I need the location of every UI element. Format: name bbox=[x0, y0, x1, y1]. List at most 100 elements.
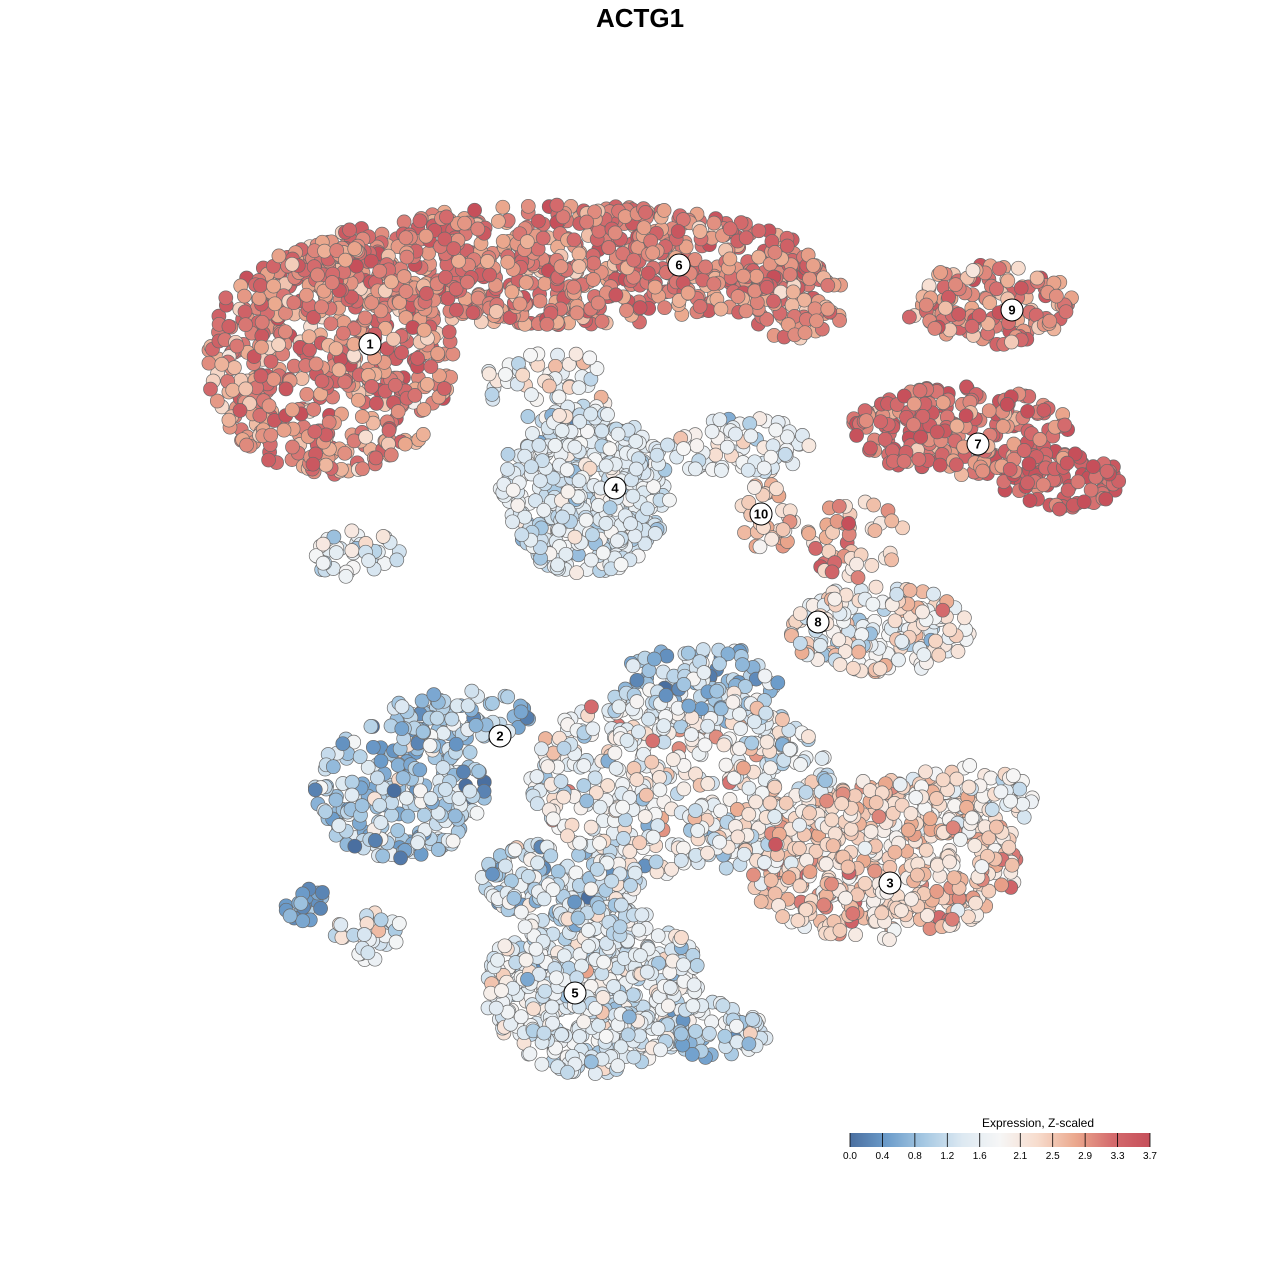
cell-point bbox=[305, 456, 321, 472]
cell-point bbox=[512, 296, 528, 312]
cell-point bbox=[845, 660, 861, 676]
cell-point bbox=[781, 722, 797, 738]
cell-point bbox=[534, 1056, 550, 1072]
cell-point bbox=[357, 310, 373, 326]
cell-point bbox=[465, 305, 481, 320]
cell-point bbox=[436, 381, 452, 396]
cell-point bbox=[689, 958, 705, 973]
cell-point bbox=[505, 482, 521, 498]
cell-point bbox=[586, 255, 602, 271]
cell-point bbox=[544, 999, 560, 1015]
cell-point bbox=[805, 258, 821, 273]
cell-point bbox=[738, 230, 754, 246]
cell-point bbox=[802, 271, 817, 287]
cell-point bbox=[645, 245, 661, 261]
cell-point bbox=[1057, 417, 1073, 433]
cell-point bbox=[767, 809, 783, 824]
cell-point bbox=[315, 885, 330, 900]
cell-point bbox=[214, 356, 230, 372]
cell-point bbox=[457, 215, 472, 231]
cell-point bbox=[364, 295, 379, 310]
legend-tick-label: 0.0 bbox=[843, 1151, 857, 1162]
cell-point bbox=[571, 473, 587, 489]
cell-point bbox=[884, 552, 899, 568]
cell-point bbox=[373, 303, 389, 319]
cell-point bbox=[325, 759, 341, 775]
cell-point bbox=[415, 427, 431, 442]
cluster-label-badge bbox=[1000, 298, 1024, 322]
cell-point bbox=[631, 922, 647, 938]
cell-point bbox=[915, 604, 930, 620]
cell-point bbox=[364, 379, 379, 394]
cell-point bbox=[931, 647, 947, 663]
cell-point bbox=[484, 387, 500, 402]
cluster-label-7: 7 bbox=[966, 432, 990, 456]
cell-point bbox=[570, 910, 586, 926]
cell-point bbox=[566, 279, 581, 295]
cell-point bbox=[485, 866, 500, 882]
cluster-label-badge bbox=[878, 871, 902, 895]
cell-point bbox=[688, 461, 703, 477]
cell-point bbox=[764, 531, 780, 547]
cell-point bbox=[398, 230, 414, 246]
cell-point bbox=[253, 368, 269, 384]
cell-point bbox=[814, 751, 830, 766]
cell-point bbox=[536, 502, 552, 518]
cell-point bbox=[583, 819, 599, 835]
cell-point bbox=[1013, 280, 1029, 296]
cell-point bbox=[744, 735, 760, 751]
cell-point bbox=[285, 439, 300, 455]
cell-point bbox=[576, 778, 592, 793]
cluster-label-4: 4 bbox=[603, 476, 627, 500]
cell-point bbox=[863, 824, 879, 839]
cell-point bbox=[375, 848, 391, 864]
cell-point bbox=[949, 457, 964, 473]
cell-point bbox=[347, 838, 363, 854]
cell-point bbox=[763, 872, 779, 888]
cell-point bbox=[680, 285, 696, 301]
cell-point bbox=[383, 447, 399, 463]
cell-point bbox=[432, 368, 447, 384]
cell-point bbox=[741, 780, 757, 796]
cell-point bbox=[841, 515, 856, 531]
cell-point bbox=[358, 429, 374, 445]
cell-point bbox=[435, 760, 451, 775]
cell-point bbox=[423, 359, 439, 374]
cell-point bbox=[390, 823, 406, 838]
cell-point bbox=[927, 321, 943, 336]
cell-point bbox=[318, 804, 333, 820]
cell-point bbox=[747, 480, 762, 495]
cluster-label-badge bbox=[603, 476, 627, 500]
cell-point bbox=[588, 785, 604, 801]
cell-point bbox=[552, 408, 567, 423]
cell-point bbox=[650, 928, 666, 944]
cell-point bbox=[589, 861, 605, 877]
cell-point bbox=[261, 452, 276, 468]
cell-point bbox=[365, 739, 381, 755]
cell-point bbox=[676, 781, 692, 797]
cell-point bbox=[395, 770, 411, 786]
cell-point bbox=[752, 539, 768, 555]
cell-point bbox=[867, 863, 883, 879]
cell-point bbox=[344, 774, 360, 790]
cell-point bbox=[798, 902, 814, 918]
cluster-label-badge bbox=[358, 332, 382, 356]
cell-point bbox=[820, 278, 836, 293]
cell-point bbox=[753, 894, 769, 909]
cluster-label-badge bbox=[667, 253, 691, 277]
cell-point bbox=[824, 876, 839, 892]
cell-point bbox=[640, 501, 655, 517]
cell-point bbox=[373, 912, 389, 928]
cluster-label-badge bbox=[966, 432, 990, 456]
cell-point bbox=[607, 225, 623, 241]
cell-point bbox=[831, 632, 847, 648]
cell-point bbox=[251, 290, 267, 306]
cell-point bbox=[685, 998, 701, 1014]
cell-point bbox=[756, 460, 772, 476]
cell-point bbox=[1052, 501, 1067, 517]
cell-point bbox=[412, 762, 428, 778]
cell-point bbox=[555, 509, 570, 525]
cell-point bbox=[715, 998, 731, 1013]
cell-point bbox=[490, 952, 505, 968]
cell-point bbox=[908, 790, 924, 805]
